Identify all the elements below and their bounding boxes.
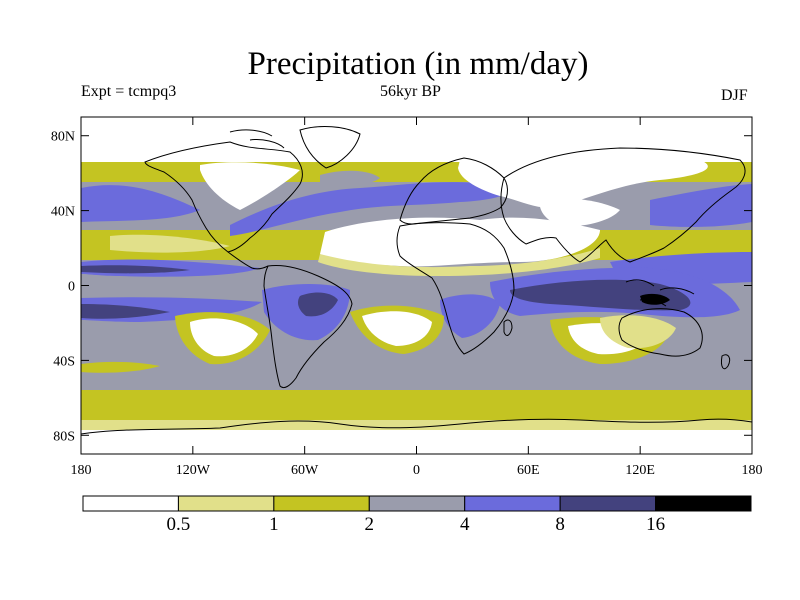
eurasia-dry [458,153,708,208]
south-pacific-dry-core [190,318,258,357]
sahara-dry-fringe [318,248,600,276]
lon-tick-label: 180 [742,463,763,478]
colorbar-swatch [177,495,275,512]
experiment-label: Expt = tcmpq3 [81,83,177,100]
lon-tick-label: 0 [413,463,420,478]
coastlines [81,126,752,435]
lat-tick-label: 80S [53,429,75,444]
colorbar: 0.5 1 2 4 8 16 [82,495,752,535]
coast-north-america [144,141,303,253]
lon-tick-label: 60W [291,463,319,478]
coast-central-america [227,251,269,270]
coast-south-america [263,265,353,389]
plot-title: Precipitation (in mm/day) [247,46,589,82]
lat-tick-label: 40S [53,354,75,369]
band-southern-ocean-edge [81,420,752,430]
axis-ticks: 80N 40N 0 40S 80S 180 120W 60W 0 60E 120E 180 [51,117,763,478]
central-asia-dry [539,198,620,227]
south-pacific-core [81,304,170,319]
coast-greenland [299,126,361,169]
north-america-dry [200,162,300,210]
colorbar-swatch [82,495,179,512]
colorbar-swatch [559,495,657,512]
north-atlantic-storm-track [230,182,508,236]
lon-tick-label: 120E [625,463,655,478]
coast-asia [500,147,746,263]
maritime-continent-peak [640,293,670,305]
precip-field [81,117,752,454]
colorbar-swatch [655,495,752,512]
coast-antarctica [81,418,752,435]
colorbar-swatch [368,495,466,512]
amazon-core [298,292,338,317]
lat-tick-label: 40N [51,205,75,220]
coast-africa [396,222,515,355]
north-pacific-storm-track-east [650,184,752,227]
coast-new-zealand [721,354,731,370]
colorbar-swatch [273,495,370,512]
north-atlantic-dry-patch [320,170,380,186]
lon-tick-label: 180 [71,463,92,478]
coast-australia [618,308,703,357]
coast-madagascar [503,319,513,336]
lon-tick-label: 120W [176,463,211,478]
north-pacific-subtropical-dry [110,234,230,253]
lat-tick-label: 0 [68,280,75,295]
colorbar-swatch [464,495,561,512]
africa-wet [440,294,500,338]
period-label: 56kyr BP [380,83,441,100]
coast-maritime-continent [625,279,695,307]
lat-tick-label: 80N [51,130,75,145]
lon-tick-label: 60E [517,463,540,478]
coast-arctic-islands [229,129,285,149]
season-label: DJF [721,87,748,104]
colorbar-label: 4 [460,514,470,535]
southern-ocean-wet-patch [81,361,160,373]
north-pacific-storm-track [81,185,200,222]
colorbar-label: 2 [365,514,375,535]
colorbar-label: 0.5 [167,514,191,535]
south-atlantic-dry-core [362,311,432,346]
colorbar-label: 8 [555,514,565,535]
colorbar-label: 1 [269,514,279,535]
colorbar-label: 16 [646,514,665,535]
itcz-pacific-core [81,265,190,274]
sahara-dry-region [320,217,600,267]
